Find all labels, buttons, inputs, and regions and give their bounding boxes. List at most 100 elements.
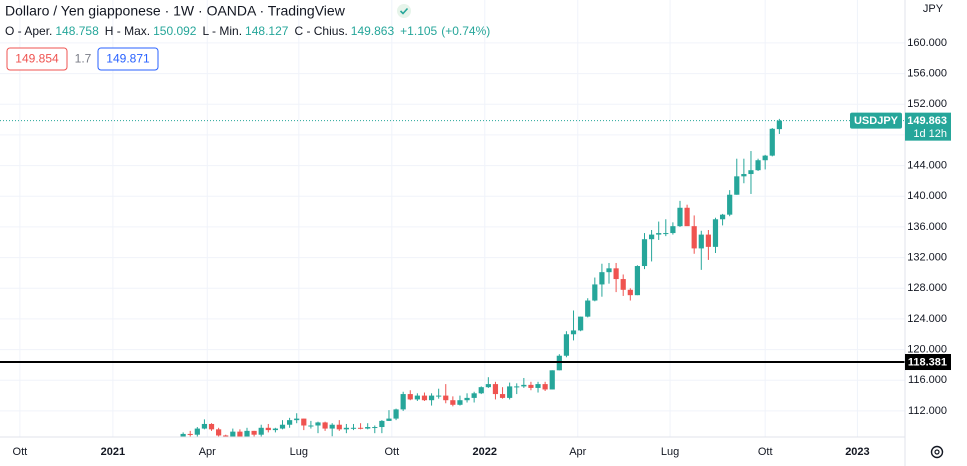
y-tick-label: 112.000: [908, 405, 947, 417]
y-tick-label: 116.000: [908, 374, 947, 386]
candle-body: [251, 430, 257, 435]
candle-body: [287, 420, 293, 425]
candle-body: [230, 431, 236, 437]
x-tick-label: 2023: [845, 446, 869, 458]
candle-body: [187, 433, 193, 435]
candle-body: [492, 384, 499, 395]
candle-body: [464, 397, 470, 401]
candle-body: [400, 394, 406, 410]
candle-body: [386, 418, 392, 421]
candle-body: [450, 400, 456, 405]
candle-body: [563, 334, 570, 356]
candle-body: [656, 233, 662, 235]
symbol-tag: [850, 112, 902, 129]
candle-body: [507, 386, 513, 398]
candle-body: [365, 427, 371, 429]
candle-body: [684, 207, 690, 227]
candle-body: [712, 219, 719, 247]
ask-box[interactable]: [97, 47, 159, 71]
y-tick-label: 140.000: [907, 190, 947, 202]
candle-body: [705, 234, 711, 247]
legend-value: 150.092: [153, 24, 197, 38]
legend-value: 149.863: [351, 24, 395, 38]
ask: 149.871: [106, 52, 150, 66]
status-icon: [397, 4, 411, 18]
x-tick-label: Apr: [199, 446, 216, 458]
candle-body: [641, 239, 648, 267]
candle-body: [336, 424, 342, 430]
candle-body: [223, 435, 229, 437]
candle-body: [443, 395, 449, 401]
settings-icon[interactable]: [930, 445, 944, 459]
candle-body: [634, 266, 641, 296]
change: +1.105: [400, 24, 437, 38]
candle-body: [201, 423, 208, 429]
candle-body: [265, 427, 271, 431]
bid-box[interactable]: [6, 47, 68, 71]
candle-body: [478, 387, 484, 394]
x-tick-label: Ott: [13, 446, 28, 458]
candle-body: [677, 207, 683, 227]
candle-body: [357, 427, 364, 429]
candle-body: [329, 424, 335, 429]
y-tick-label: 132.000: [907, 252, 947, 264]
candle-body: [180, 433, 186, 437]
candle-body: [216, 429, 222, 436]
spread: 1.7: [75, 52, 92, 66]
candle-body: [471, 393, 477, 398]
candle-body: [599, 272, 605, 285]
candle-body: [741, 174, 747, 177]
candle-body: [521, 384, 527, 387]
candle-body: [691, 226, 697, 249]
candle-body: [734, 176, 740, 195]
candle-body: [769, 128, 775, 156]
candle-body: [173, 439, 178, 452]
x-tick-label: 2022: [473, 446, 497, 458]
candle-body: [258, 427, 264, 435]
bid: 149.854: [15, 52, 59, 66]
candle-body: [542, 384, 548, 390]
x-tick-label: Apr: [569, 446, 586, 458]
legend-label: L - Min.: [202, 24, 242, 38]
candle-body: [585, 300, 591, 317]
legend-label: C - Chius.: [294, 24, 347, 38]
y-tick-label: 124.000: [907, 313, 947, 325]
hline-tag: [905, 354, 951, 371]
y-tick-label: 120.000: [907, 344, 947, 356]
candle-body: [663, 233, 669, 235]
candle-body: [308, 425, 314, 427]
legend-value: 148.758: [55, 24, 99, 38]
chart-title: Dollaro / Yen giapponese · 1W · OANDA · …: [5, 3, 346, 19]
candle-body: [592, 284, 598, 301]
candle-body: [755, 160, 761, 171]
candle-body: [698, 234, 704, 249]
change-pct: (+0.74%): [441, 24, 490, 38]
x-tick-label: Lug: [661, 446, 679, 458]
candle-body: [606, 268, 612, 273]
candle-body: [428, 395, 435, 401]
candle-body: [279, 424, 286, 429]
candle-body: [315, 422, 321, 426]
currency[interactable]: JPY: [923, 3, 944, 15]
candle-body: [556, 355, 562, 371]
candle-body: [514, 386, 520, 388]
hline-label: 118.381: [908, 356, 947, 368]
candle-body: [350, 427, 357, 429]
candle-body: [719, 214, 726, 220]
candle-body: [670, 226, 676, 234]
y-tick-label: 128.000: [907, 282, 947, 294]
legend-value: 148.127: [245, 24, 289, 38]
price-label: 149.863: [907, 115, 947, 127]
x-tick-label: Ott: [384, 446, 399, 458]
candle-body: [620, 279, 626, 290]
candle-body: [244, 430, 250, 437]
candle-body: [294, 418, 300, 421]
legend-label: H - Max.: [105, 24, 150, 38]
candle-body: [237, 431, 243, 437]
y-tick-label: 136.000: [907, 221, 947, 233]
candle-body: [208, 423, 215, 430]
candle-body: [549, 370, 555, 390]
candle-body: [649, 234, 655, 240]
y-tick-label: 160.000: [907, 37, 947, 49]
